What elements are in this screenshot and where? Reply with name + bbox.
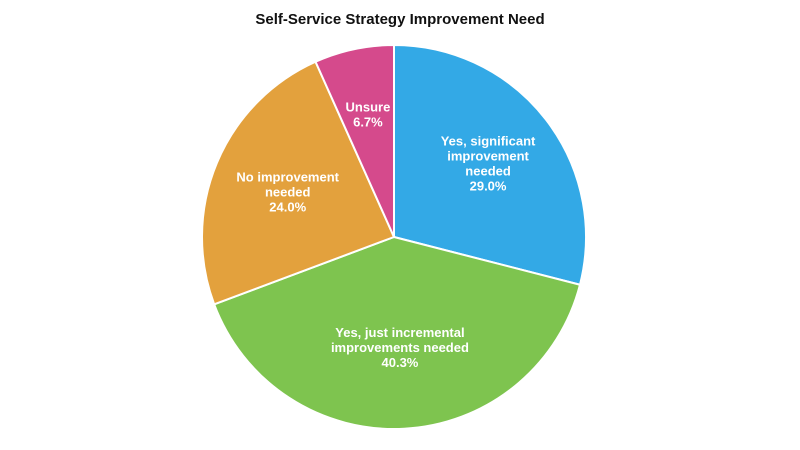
slice-name-label: needed	[465, 164, 511, 179]
slice-name-label: improvements needed	[331, 340, 469, 355]
slice-name-label: Unsure	[346, 99, 391, 114]
chart-title: Self-Service Strategy Improvement Need	[255, 11, 545, 28]
pie-slices	[201, 43, 587, 430]
pie-slice	[212, 235, 582, 430]
slice-value-label: 29.0%	[470, 179, 507, 194]
pie-slice	[201, 60, 396, 306]
slice-name-label: No improvement	[236, 170, 339, 185]
slice-name-label: needed	[265, 185, 311, 200]
slice-value-label: 40.3%	[382, 355, 419, 370]
slice-label: Yes, just incremental improvements needed…	[331, 325, 469, 370]
slice-labels: Yes, significant improvement needed 29.0%Ye…	[236, 99, 536, 370]
slice-value-label: 6.7%	[353, 114, 383, 129]
slice-label: Yes, significant improvement needed 29.0%	[441, 134, 536, 194]
pie-slice	[314, 43, 395, 238]
slice-name-label: improvement	[447, 149, 529, 164]
slice-label: Unsure 6.7%	[346, 99, 391, 129]
pie-slice	[393, 43, 587, 286]
slice-name-label: Yes, significant	[441, 134, 536, 149]
slice-value-label: 24.0%	[269, 200, 306, 215]
slice-name-label: Yes, just incremental	[335, 325, 464, 340]
slice-label: No improvement needed 24.0%	[236, 170, 339, 215]
